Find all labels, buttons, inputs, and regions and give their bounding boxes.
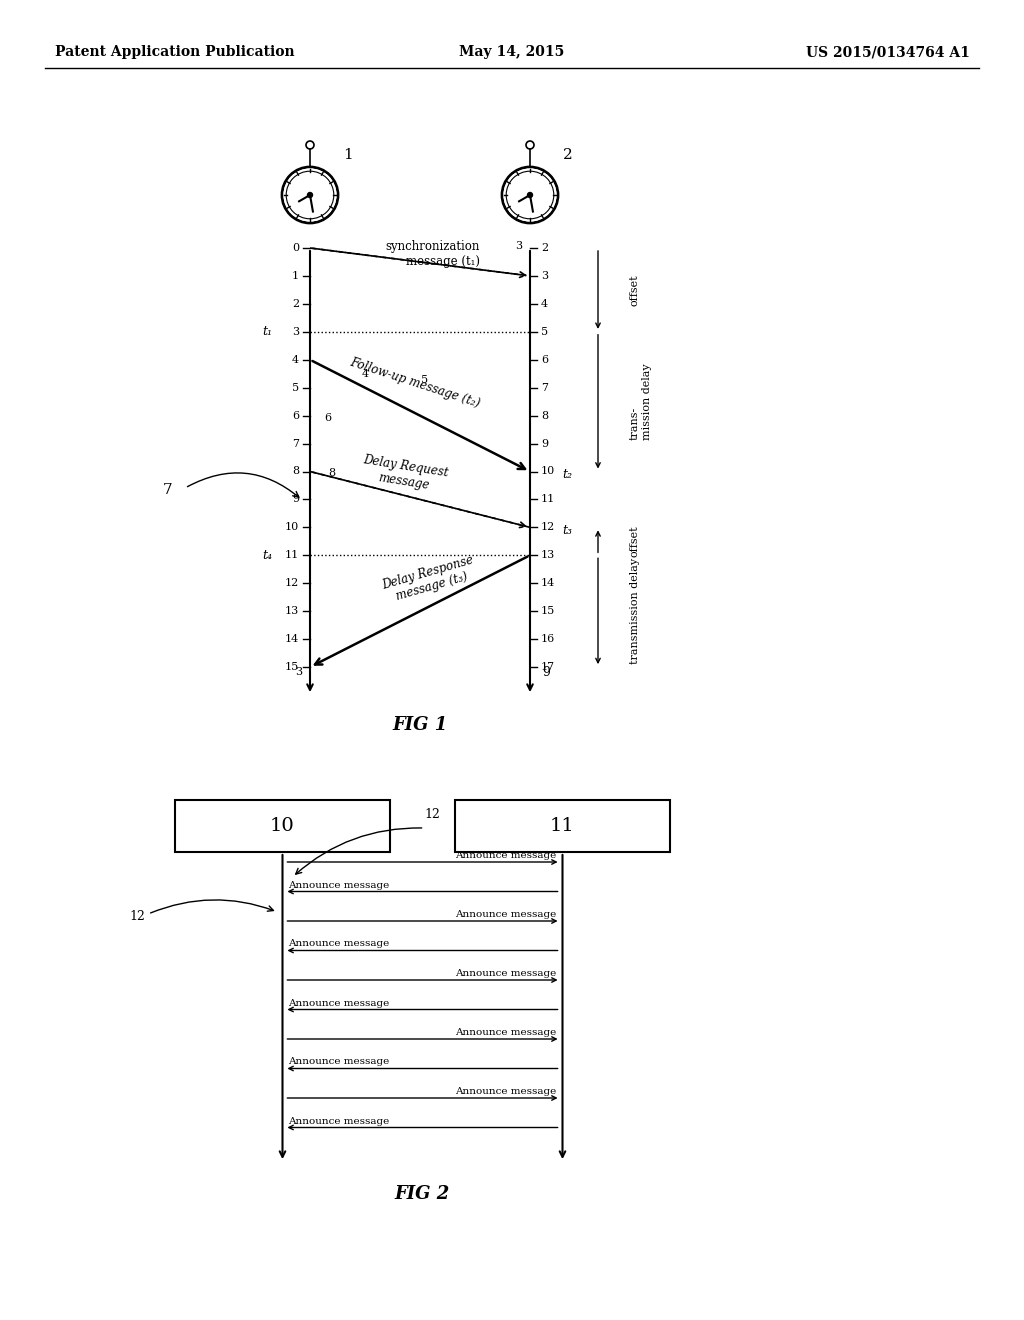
Text: Announce message: Announce message bbox=[289, 998, 390, 1007]
Text: Delay Request
message: Delay Request message bbox=[360, 453, 450, 495]
Text: 13: 13 bbox=[541, 550, 555, 560]
Text: 10: 10 bbox=[270, 817, 295, 836]
Text: 1: 1 bbox=[343, 148, 353, 162]
Text: FIG 1: FIG 1 bbox=[392, 715, 447, 734]
Text: 11: 11 bbox=[550, 817, 574, 836]
Text: Announce message: Announce message bbox=[456, 851, 556, 861]
Text: 3: 3 bbox=[515, 242, 522, 251]
Text: 9: 9 bbox=[542, 665, 550, 678]
Text: 3: 3 bbox=[295, 667, 302, 677]
Text: 7: 7 bbox=[163, 483, 173, 498]
Text: Announce message: Announce message bbox=[289, 1117, 390, 1126]
Text: t₁: t₁ bbox=[262, 325, 272, 338]
Text: Announce message: Announce message bbox=[456, 1028, 556, 1038]
Circle shape bbox=[307, 193, 312, 198]
Circle shape bbox=[504, 169, 556, 222]
Text: 1: 1 bbox=[292, 271, 299, 281]
Text: 14: 14 bbox=[285, 634, 299, 644]
Text: Delay Response
message (t₃): Delay Response message (t₃) bbox=[381, 553, 479, 606]
Text: offset: offset bbox=[630, 525, 640, 557]
Text: 2: 2 bbox=[292, 298, 299, 309]
Text: 11: 11 bbox=[285, 550, 299, 560]
Text: 3: 3 bbox=[292, 327, 299, 337]
Text: 12: 12 bbox=[425, 808, 440, 821]
Text: 5: 5 bbox=[292, 383, 299, 392]
Text: 16: 16 bbox=[541, 634, 555, 644]
Text: 10: 10 bbox=[541, 466, 555, 477]
Text: 9: 9 bbox=[292, 495, 299, 504]
Text: 5: 5 bbox=[541, 327, 548, 337]
Text: 3: 3 bbox=[541, 271, 548, 281]
Text: Announce message: Announce message bbox=[456, 909, 556, 919]
Text: offset: offset bbox=[630, 275, 640, 306]
Text: May 14, 2015: May 14, 2015 bbox=[460, 45, 564, 59]
Circle shape bbox=[284, 169, 337, 222]
Text: 7: 7 bbox=[541, 383, 548, 392]
Text: 15: 15 bbox=[285, 663, 299, 672]
Text: 12: 12 bbox=[285, 578, 299, 589]
Text: transmission delay: transmission delay bbox=[630, 558, 640, 664]
Text: 12: 12 bbox=[541, 523, 555, 532]
Text: Patent Application Publication: Patent Application Publication bbox=[55, 45, 295, 59]
Text: Follow-up message (t₂): Follow-up message (t₂) bbox=[348, 355, 482, 409]
Text: 17: 17 bbox=[541, 663, 555, 672]
Text: 8: 8 bbox=[329, 469, 336, 479]
Text: 8: 8 bbox=[292, 466, 299, 477]
Text: Announce message: Announce message bbox=[456, 1086, 556, 1096]
Text: 13: 13 bbox=[285, 606, 299, 616]
Text: trans-
mission delay: trans- mission delay bbox=[630, 363, 651, 440]
FancyBboxPatch shape bbox=[455, 800, 670, 851]
Text: 5: 5 bbox=[422, 375, 429, 384]
Text: Announce message: Announce message bbox=[289, 1057, 390, 1067]
Circle shape bbox=[527, 193, 532, 198]
Text: t₄: t₄ bbox=[262, 549, 272, 562]
Text: FIG 2: FIG 2 bbox=[394, 1185, 450, 1203]
Text: Announce message: Announce message bbox=[456, 969, 556, 978]
Text: 4: 4 bbox=[361, 368, 369, 379]
FancyBboxPatch shape bbox=[175, 800, 390, 851]
Text: 2: 2 bbox=[563, 148, 572, 162]
Text: 12: 12 bbox=[129, 911, 145, 924]
Text: 15: 15 bbox=[541, 606, 555, 616]
Text: 11: 11 bbox=[541, 495, 555, 504]
Text: 10: 10 bbox=[285, 523, 299, 532]
Text: Announce message: Announce message bbox=[289, 880, 390, 890]
Text: 7: 7 bbox=[292, 438, 299, 449]
Text: 9: 9 bbox=[541, 438, 548, 449]
Text: 4: 4 bbox=[541, 298, 548, 309]
Text: 6: 6 bbox=[292, 411, 299, 421]
Text: 2: 2 bbox=[541, 243, 548, 253]
Text: t₃: t₃ bbox=[562, 524, 572, 537]
Text: 6: 6 bbox=[541, 355, 548, 364]
Text: 8: 8 bbox=[541, 411, 548, 421]
Text: t₂: t₂ bbox=[562, 469, 572, 480]
Text: 6: 6 bbox=[325, 413, 332, 422]
Text: US 2015/0134764 A1: US 2015/0134764 A1 bbox=[806, 45, 970, 59]
Text: 0: 0 bbox=[292, 243, 299, 253]
Text: 4: 4 bbox=[292, 355, 299, 364]
Text: 14: 14 bbox=[541, 578, 555, 589]
Text: Announce message: Announce message bbox=[289, 940, 390, 949]
Text: synchronization
message (t₁): synchronization message (t₁) bbox=[386, 240, 480, 268]
